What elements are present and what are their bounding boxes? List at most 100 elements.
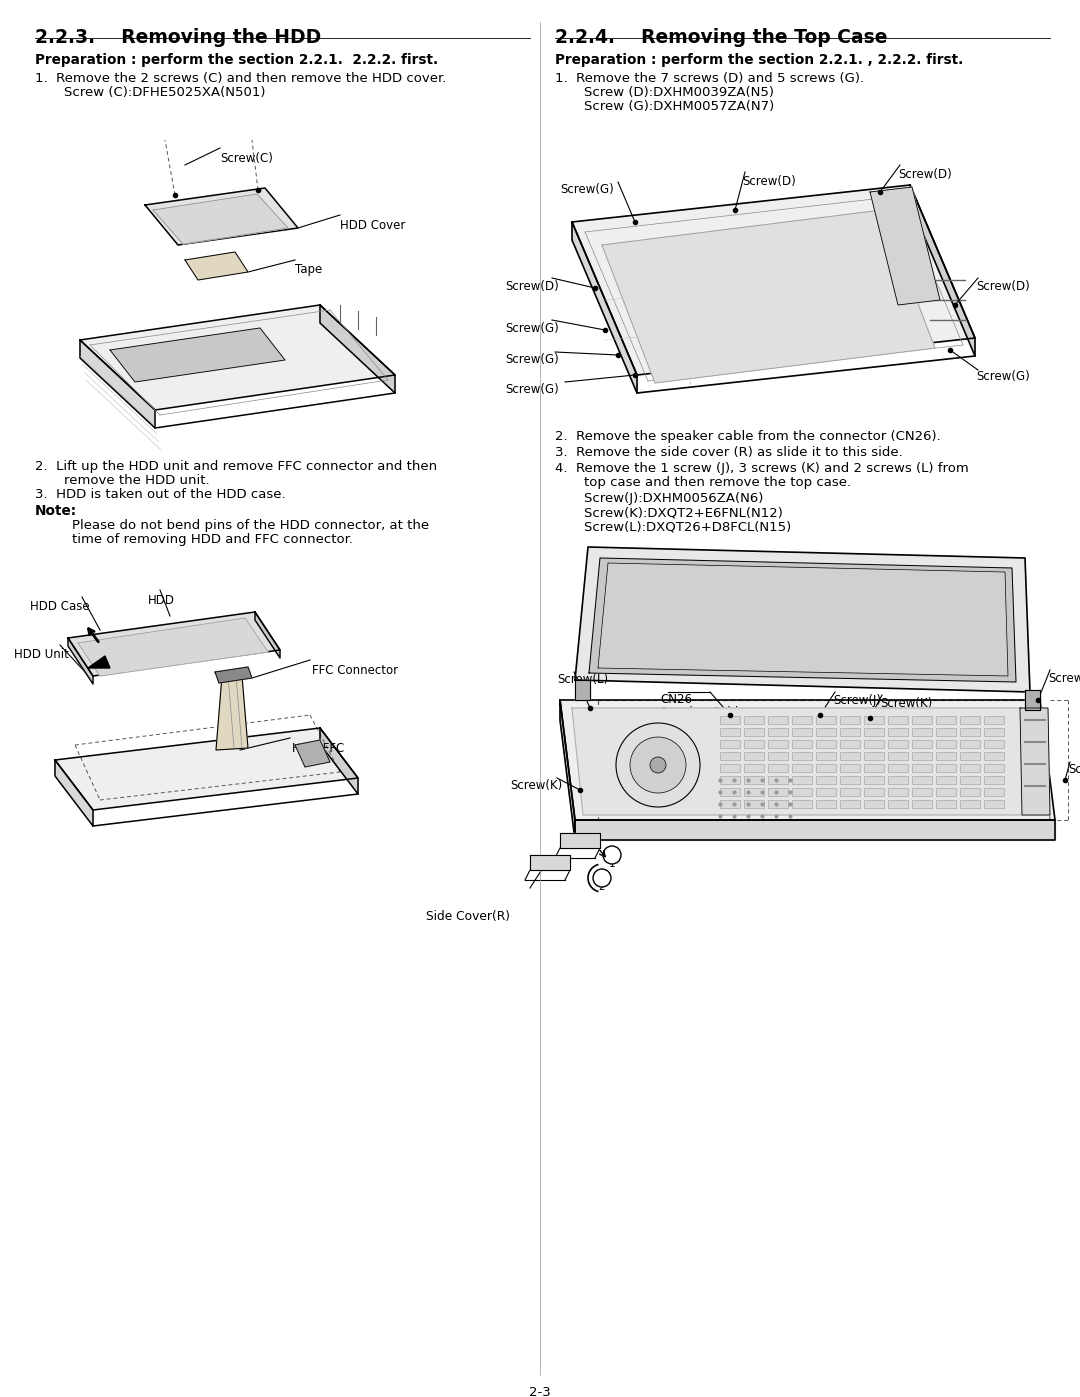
- Bar: [960, 717, 980, 724]
- Bar: [744, 800, 764, 807]
- Text: Screw(G): Screw(G): [505, 353, 558, 366]
- Bar: [816, 788, 836, 796]
- Text: 4.  Remove the 1 screw (J), 3 screws (K) and 2 screws (L) from: 4. Remove the 1 screw (J), 3 screws (K) …: [555, 462, 969, 475]
- Bar: [864, 764, 885, 773]
- Text: HDD Unit: HDD Unit: [14, 648, 69, 661]
- Bar: [840, 788, 860, 796]
- Bar: [912, 800, 932, 807]
- Text: FFC Connector: FFC Connector: [312, 664, 399, 678]
- Text: Screw (G):DXHM0057ZA(N7): Screw (G):DXHM0057ZA(N7): [567, 101, 774, 113]
- Bar: [960, 788, 980, 796]
- Text: Screw(L): Screw(L): [557, 673, 608, 686]
- Bar: [960, 800, 980, 807]
- Text: Screw(G): Screw(G): [505, 321, 558, 335]
- Text: HDD FFC: HDD FFC: [292, 742, 345, 754]
- Text: 2-3: 2-3: [529, 1386, 551, 1397]
- Bar: [888, 788, 908, 796]
- Bar: [864, 775, 885, 784]
- Bar: [768, 775, 788, 784]
- Bar: [792, 775, 812, 784]
- Bar: [816, 740, 836, 747]
- Circle shape: [650, 757, 666, 773]
- Bar: [720, 752, 740, 760]
- Text: Preparation : perform the section 2.2.1. , 2.2.2. first.: Preparation : perform the section 2.2.1.…: [555, 53, 963, 67]
- Polygon shape: [145, 189, 298, 244]
- Polygon shape: [55, 728, 357, 810]
- Polygon shape: [295, 740, 330, 767]
- Text: Screw(D): Screw(D): [976, 279, 1029, 293]
- Bar: [720, 717, 740, 724]
- Bar: [840, 764, 860, 773]
- Polygon shape: [561, 700, 575, 840]
- Text: Screw(K):DXQT2+E6FNL(N12): Screw(K):DXQT2+E6FNL(N12): [567, 506, 783, 520]
- Text: Screw(K): Screw(K): [880, 697, 932, 710]
- Text: Screw(C): Screw(C): [220, 152, 273, 165]
- Bar: [888, 775, 908, 784]
- Text: Tape: Tape: [295, 263, 322, 277]
- Bar: [864, 740, 885, 747]
- Bar: [768, 728, 788, 736]
- Bar: [720, 740, 740, 747]
- Bar: [816, 764, 836, 773]
- Bar: [768, 764, 788, 773]
- Polygon shape: [153, 194, 288, 244]
- Bar: [840, 717, 860, 724]
- Polygon shape: [320, 728, 357, 793]
- Bar: [768, 752, 788, 760]
- Bar: [744, 728, 764, 736]
- Text: Side Cover(R): Side Cover(R): [426, 909, 510, 923]
- Text: Screw (C):DFHE5025XA(N501): Screw (C):DFHE5025XA(N501): [48, 87, 266, 99]
- Bar: [936, 717, 956, 724]
- Bar: [912, 740, 932, 747]
- Polygon shape: [80, 339, 156, 427]
- Bar: [768, 717, 788, 724]
- Bar: [888, 740, 908, 747]
- Bar: [888, 752, 908, 760]
- Polygon shape: [55, 760, 93, 826]
- Bar: [816, 775, 836, 784]
- Polygon shape: [572, 708, 1050, 814]
- Bar: [888, 728, 908, 736]
- Bar: [816, 800, 836, 807]
- Text: 1.  Remove the 2 screws (C) and then remove the HDD cover.: 1. Remove the 2 screws (C) and then remo…: [35, 73, 446, 85]
- Bar: [984, 775, 1004, 784]
- Bar: [792, 788, 812, 796]
- Polygon shape: [216, 676, 248, 750]
- Text: Screw(J):DXHM0056ZA(N6): Screw(J):DXHM0056ZA(N6): [567, 492, 764, 504]
- Text: 2.  Lift up the HDD unit and remove FFC connector and then: 2. Lift up the HDD unit and remove FFC c…: [35, 460, 437, 474]
- Polygon shape: [530, 855, 570, 870]
- Bar: [912, 728, 932, 736]
- Bar: [936, 788, 956, 796]
- Bar: [984, 717, 1004, 724]
- Polygon shape: [1025, 690, 1040, 710]
- Text: 2.  Remove the speaker cable from the connector (CN26).: 2. Remove the speaker cable from the con…: [555, 430, 941, 443]
- Polygon shape: [561, 833, 600, 848]
- Bar: [744, 752, 764, 760]
- Text: CN26: CN26: [660, 693, 692, 705]
- Text: remove the HDD unit.: remove the HDD unit.: [48, 474, 210, 488]
- Polygon shape: [575, 820, 1055, 840]
- Bar: [720, 728, 740, 736]
- Bar: [936, 740, 956, 747]
- Text: Screw(J): Screw(J): [833, 694, 881, 707]
- Bar: [840, 752, 860, 760]
- Bar: [960, 752, 980, 760]
- Text: HDD Case: HDD Case: [30, 599, 90, 613]
- Bar: [864, 717, 885, 724]
- Bar: [960, 728, 980, 736]
- Polygon shape: [68, 612, 280, 676]
- Circle shape: [616, 724, 700, 807]
- Text: 3.  HDD is taken out of the HDD case.: 3. HDD is taken out of the HDD case.: [35, 488, 285, 502]
- Polygon shape: [80, 305, 395, 409]
- Bar: [984, 728, 1004, 736]
- Bar: [792, 752, 812, 760]
- Text: 2.2.3.    Removing the HDD: 2.2.3. Removing the HDD: [35, 28, 321, 47]
- Text: 2: 2: [598, 882, 605, 893]
- Text: Screw(G): Screw(G): [561, 183, 613, 196]
- Bar: [768, 800, 788, 807]
- Text: Screw(G): Screw(G): [976, 370, 1029, 383]
- Bar: [792, 728, 812, 736]
- Text: 3.  Remove the side cover (R) as slide it to this side.: 3. Remove the side cover (R) as slide it…: [555, 446, 903, 460]
- Polygon shape: [602, 210, 935, 383]
- Bar: [792, 740, 812, 747]
